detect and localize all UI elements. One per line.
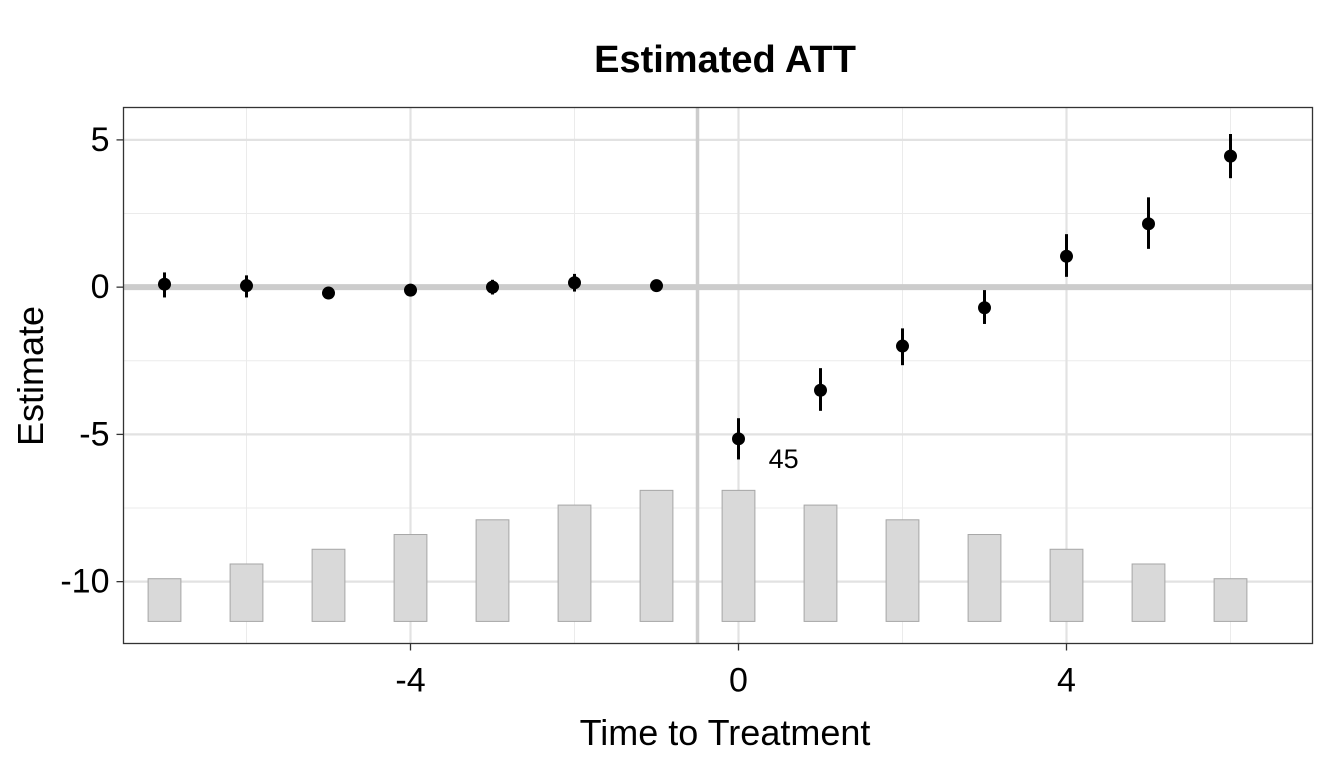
y-axis-ticks: 5 0 -5 -10: [60, 121, 124, 601]
annotation-label-0: 45: [769, 444, 799, 474]
count-bar-3: [393, 534, 428, 622]
x-tick-label-0: -4: [395, 662, 425, 700]
estimate-point-0-13: [1224, 149, 1237, 163]
estimate-point-0-0: [158, 277, 171, 291]
count-bar-10: [967, 534, 1002, 622]
x-tick-label-1: 0: [729, 662, 748, 700]
estimate-point-0-1: [240, 279, 253, 293]
count-bar-9: [885, 519, 920, 622]
count-bar-11: [1049, 548, 1084, 622]
y-tick-label-0: 5: [91, 121, 110, 159]
estimate-point-0-4: [486, 280, 499, 294]
count-bar-13: [1213, 578, 1248, 622]
count-bars: [147, 489, 1248, 622]
estimate-point-0-2: [322, 286, 335, 300]
estimate-point-0-8: [814, 383, 827, 397]
annotations: 45: [769, 444, 799, 474]
y-axis-title: Estimate: [10, 306, 51, 446]
plot-panel-border: [122, 106, 1314, 645]
chart-title: Estimated ATT: [594, 39, 856, 81]
count-bar-12: [1131, 563, 1166, 622]
estimate-points: [158, 149, 1237, 446]
count-bar-2: [311, 548, 346, 622]
estimate-point-0-11: [1060, 249, 1073, 263]
x-axis-ticks: -4 0 4: [395, 643, 1076, 700]
estimate-point-0-10: [978, 301, 991, 315]
estimate-point-0-3: [404, 283, 417, 297]
y-tick-label-1: 0: [91, 268, 110, 306]
estimate-point-0-6: [650, 279, 663, 293]
count-bar-1: [229, 563, 264, 622]
x-tick-label-2: 4: [1057, 662, 1076, 700]
count-bar-8: [803, 504, 838, 622]
reference-lines: [123, 107, 1313, 644]
count-bar-4: [475, 519, 510, 622]
count-bar-5: [557, 504, 592, 622]
estimate-point-0-7: [732, 432, 745, 446]
estimate-point-0-5: [568, 276, 581, 290]
y-tick-label-2: -5: [79, 415, 109, 453]
count-bar-7: [721, 489, 756, 622]
count-bar-6: [639, 489, 674, 622]
estimate-point-0-9: [896, 339, 909, 353]
x-axis-title: Time to Treatment: [580, 712, 871, 753]
y-tick-label-3: -10: [60, 563, 109, 601]
estimate-point-0-12: [1142, 217, 1155, 231]
count-bar-0: [147, 578, 182, 622]
